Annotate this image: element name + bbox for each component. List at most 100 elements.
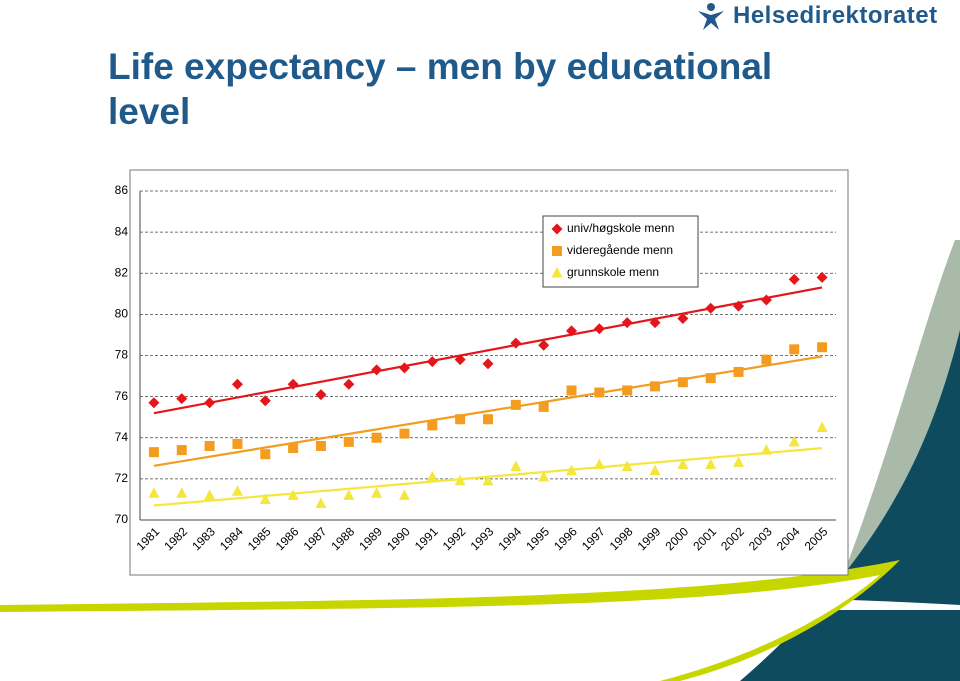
- data-point: [760, 294, 772, 306]
- data-point: [510, 337, 522, 349]
- data-point: [343, 489, 355, 500]
- data-point: [454, 474, 466, 486]
- data-point: [621, 460, 633, 472]
- y-tick-label: 70: [115, 512, 129, 526]
- data-point: [455, 414, 466, 425]
- data-point: [622, 385, 633, 396]
- data-point: [398, 489, 410, 500]
- data-point: [176, 487, 188, 498]
- y-tick-label: 84: [115, 224, 129, 238]
- data-point: [231, 378, 243, 390]
- data-point: [482, 474, 494, 486]
- data-point: [148, 487, 160, 498]
- data-point: [315, 440, 326, 451]
- data-point: [510, 460, 522, 472]
- data-point: [566, 464, 578, 476]
- data-point: [510, 399, 521, 410]
- data-point: [231, 485, 243, 496]
- data-point: [677, 377, 688, 388]
- data-point: [649, 317, 661, 329]
- logo-icon: [698, 3, 724, 30]
- data-point: [315, 389, 327, 401]
- white-swoosh: [0, 575, 880, 681]
- data-point: [621, 317, 633, 329]
- data-point: [733, 300, 745, 312]
- data-point: [204, 397, 216, 409]
- data-point: [538, 470, 550, 482]
- data-point: [176, 445, 187, 456]
- data-point: [148, 397, 160, 409]
- data-point: [343, 436, 354, 447]
- slide-title: Life expectancy – men by educational lev…: [108, 46, 773, 132]
- y-tick-label: 78: [115, 348, 129, 362]
- data-point: [398, 362, 410, 374]
- data-point: [371, 487, 383, 498]
- data-point: [761, 354, 772, 365]
- data-point: [232, 438, 243, 449]
- data-point: [426, 470, 438, 482]
- y-tick-label: 76: [115, 389, 129, 403]
- data-point: [789, 344, 800, 355]
- data-point: [371, 364, 383, 376]
- data-point: [760, 444, 772, 455]
- data-point: [343, 378, 355, 390]
- data-point: [483, 414, 493, 425]
- data-point: [427, 420, 438, 431]
- data-point: [788, 435, 800, 447]
- logo-text: Helsedirektoratet: [733, 2, 938, 29]
- data-point: [204, 489, 216, 500]
- y-tick-label: 74: [115, 430, 129, 444]
- data-point: [260, 449, 271, 460]
- data-point: [259, 493, 271, 504]
- legend-marker: [551, 223, 563, 235]
- legend-box: [542, 215, 699, 288]
- data-point: [677, 458, 689, 469]
- data-point: [538, 401, 549, 412]
- y-tick-label: 80: [115, 307, 129, 321]
- data-point: [677, 312, 689, 324]
- data-point: [650, 381, 661, 392]
- legend-label: videregående menn: [567, 243, 673, 257]
- data-point: [204, 440, 215, 451]
- data-point: [788, 273, 800, 285]
- y-tick-label: 86: [115, 183, 129, 197]
- legend-label: grunnskole menn: [567, 265, 659, 279]
- legend-marker: [552, 246, 562, 256]
- data-point: [566, 385, 577, 396]
- data-point: [287, 378, 299, 390]
- data-point: [176, 393, 188, 405]
- data-point: [315, 497, 327, 509]
- data-point: [593, 458, 605, 469]
- data-point: [816, 421, 828, 432]
- data-point: [733, 366, 744, 377]
- data-point: [733, 456, 745, 467]
- data-point: [593, 323, 605, 335]
- teal-shape: [740, 330, 960, 681]
- data-point: [705, 302, 717, 314]
- data-point: [705, 373, 716, 384]
- data-point: [538, 339, 550, 351]
- logo: Helsedirektoratet: [695, 0, 938, 32]
- data-point: [399, 428, 410, 439]
- data-point: [482, 358, 494, 370]
- data-point: [705, 458, 717, 469]
- data-point: [566, 325, 578, 337]
- y-tick-label: 82: [115, 265, 129, 279]
- data-point: [288, 443, 299, 454]
- data-point: [594, 387, 605, 398]
- data-point: [454, 354, 466, 366]
- data-point: [259, 395, 271, 407]
- legend-label: univ/høgskole menn: [567, 221, 674, 235]
- y-tick-label: 72: [115, 471, 129, 485]
- data-point: [817, 342, 828, 353]
- data-point: [426, 356, 438, 368]
- data-point: [649, 464, 661, 476]
- data-point: [816, 271, 828, 283]
- legend-marker: [551, 267, 563, 278]
- data-point: [148, 447, 159, 458]
- data-point: [287, 489, 299, 500]
- data-point: [371, 432, 382, 443]
